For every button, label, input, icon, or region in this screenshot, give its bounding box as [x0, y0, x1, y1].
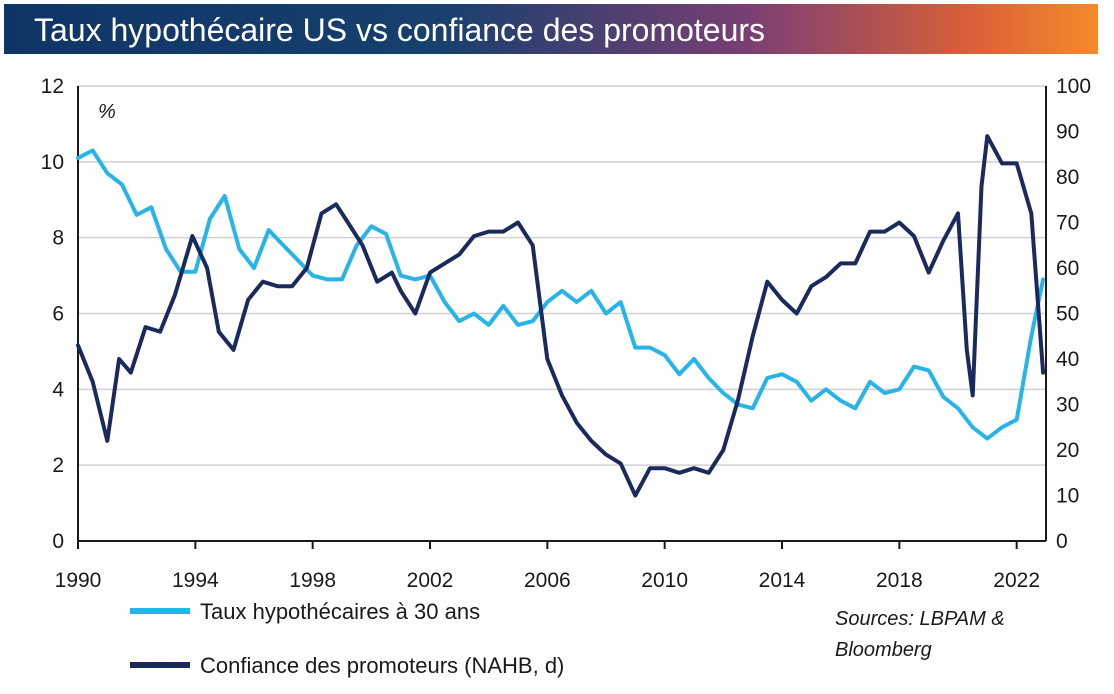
title-banner: Taux hypothécaire US vs confiance des pr…: [4, 4, 1098, 54]
legend-label-nahb: Confiance des promoteurs (NAHB, d): [200, 653, 564, 678]
left-tick-label: 12: [41, 75, 64, 98]
x-tick-label: 2010: [641, 569, 688, 592]
series-line-nahb-confidence: [76, 134, 1046, 498]
right-tick-label: 90: [1056, 121, 1079, 144]
left-tick-label: 0: [52, 530, 64, 553]
x-tick-label: 1990: [55, 569, 102, 592]
left-axis-unit: %: [98, 101, 116, 123]
x-tick-label: 2014: [759, 569, 806, 592]
sources-line-1: Sources: LBPAM &: [835, 608, 1005, 630]
right-tick-label: 100: [1056, 75, 1091, 98]
x-tick-label: 1994: [172, 569, 219, 592]
right-tick-label: 0: [1056, 530, 1068, 553]
right-tick-label: 20: [1056, 439, 1079, 462]
x-tick-label: 1998: [289, 569, 336, 592]
left-tick-label: 4: [52, 378, 64, 401]
left-tick-label: 8: [52, 227, 64, 250]
x-tick-label: 2018: [876, 569, 923, 592]
left-axis-ticks: 0 2 4 6 8 10 12: [41, 75, 65, 553]
right-tick-label: 30: [1056, 394, 1079, 417]
right-tick-label: 70: [1056, 212, 1079, 235]
left-tick-label: 10: [41, 151, 64, 174]
series-line-mortgage-rate: [76, 148, 1046, 441]
left-tick-label: 2: [52, 454, 64, 477]
x-tick-label: 2022: [993, 569, 1040, 592]
right-tick-label: 10: [1056, 485, 1079, 508]
chart-title: Taux hypothécaire US vs confiance des pr…: [34, 12, 766, 48]
right-axis-ticks: 0 10 20 30 40 50 60 70 80 90 100: [1056, 75, 1091, 553]
left-tick-label: 6: [52, 303, 64, 326]
gridlines: [78, 85, 1046, 466]
sources-line-2: Bloomberg: [835, 639, 932, 661]
legend-label-mortgage: Taux hypothécaires à 30 ans: [200, 599, 480, 624]
x-tick-label: 2006: [524, 569, 571, 592]
sources-note: Sources: LBPAM & Bloomberg: [835, 608, 1005, 661]
x-axis-ticks: 1990 1994 1998 2002 2006 2010 2014 2018 2022: [55, 541, 1040, 592]
legend: Taux hypothécaires à 30 ans Confiance de…: [130, 599, 564, 678]
x-tick-label: 2002: [407, 569, 454, 592]
right-tick-label: 80: [1056, 166, 1079, 189]
right-tick-label: 40: [1056, 348, 1079, 371]
right-tick-label: 60: [1056, 257, 1079, 280]
right-tick-label: 50: [1056, 303, 1079, 326]
